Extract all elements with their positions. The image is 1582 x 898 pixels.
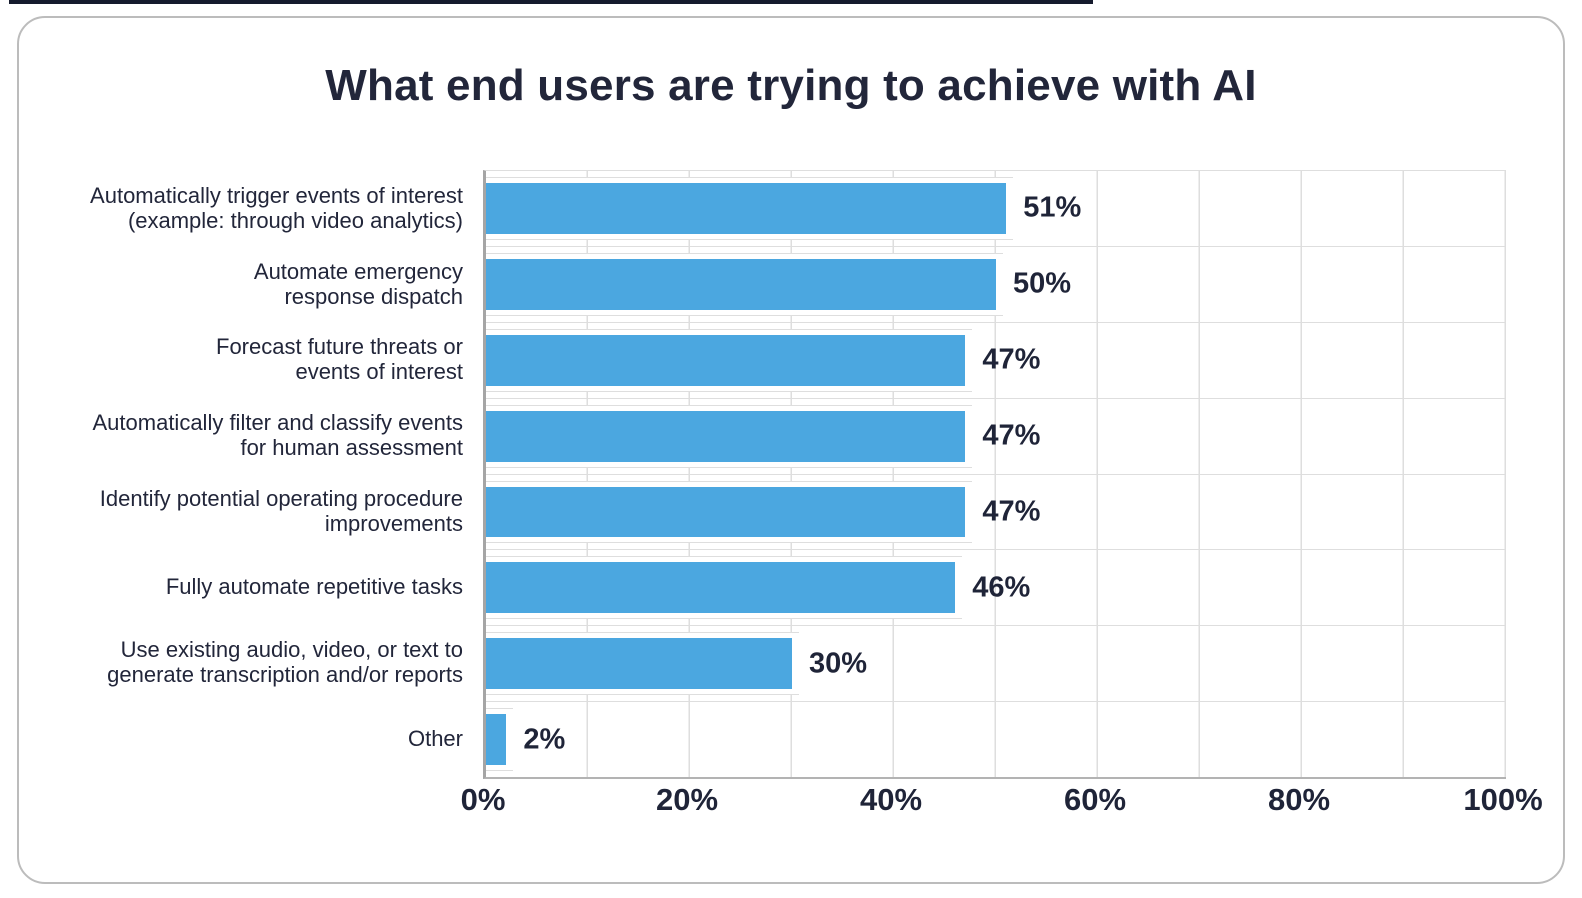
bar-row: 46%	[486, 550, 1506, 627]
value-label: 47%	[982, 495, 1041, 528]
category-label: Use existing audio, video, or text to ge…	[107, 637, 463, 688]
category-label: Automatically trigger events of interest…	[90, 182, 463, 233]
x-tick-label: 20%	[655, 782, 719, 817]
bar	[486, 638, 792, 690]
category-label: Identify potential operating procedure i…	[99, 485, 463, 536]
category-label: Automate emergency response dispatch	[253, 258, 463, 309]
value-label: 46%	[972, 571, 1031, 604]
value-label: 2%	[523, 723, 566, 756]
value-label: 30%	[809, 647, 868, 680]
x-tick-label: 40%	[859, 782, 923, 817]
bar	[486, 258, 996, 310]
value-label: 51%	[1023, 191, 1082, 224]
plot-area: 51% 50% 47% 47% 47% 46% 30% 2%	[483, 170, 1506, 779]
bar-row: 47%	[486, 399, 1506, 475]
value-label: 47%	[982, 419, 1041, 452]
value-label: 47%	[982, 343, 1041, 376]
bar-row: 2%	[486, 702, 1506, 777]
bar-row: 47%	[486, 323, 1506, 399]
value-label: 50%	[1013, 267, 1072, 300]
category-label: Other	[407, 725, 463, 751]
bar-row: 50%	[486, 247, 1506, 323]
category-axis-labels: Automatically trigger events of interest…	[30, 170, 463, 776]
bar	[486, 714, 507, 765]
category-label: Automatically filter and classify events…	[92, 410, 464, 461]
category-label: Fully automate repetitive tasks	[165, 574, 463, 600]
bar	[486, 410, 966, 462]
bar	[486, 486, 966, 538]
bar-row: 47%	[486, 475, 1506, 551]
category-label: Forecast future threats or events of int…	[216, 334, 463, 385]
bar	[486, 334, 966, 386]
x-tick-label: 80%	[1267, 782, 1331, 817]
bar-row: 51%	[486, 171, 1506, 247]
top-strip	[9, 0, 1093, 4]
x-tick-label: 0%	[460, 782, 506, 817]
x-axis: 0% 20% 40% 60% 80% 100%	[461, 782, 1543, 824]
bar-row: 30%	[486, 626, 1506, 703]
bar	[486, 183, 1007, 234]
bar	[486, 562, 956, 614]
chart-title: What end users are trying to achieve wit…	[325, 61, 1257, 110]
x-tick-label: 60%	[1063, 782, 1127, 817]
x-tick-label: 100%	[1463, 782, 1543, 817]
